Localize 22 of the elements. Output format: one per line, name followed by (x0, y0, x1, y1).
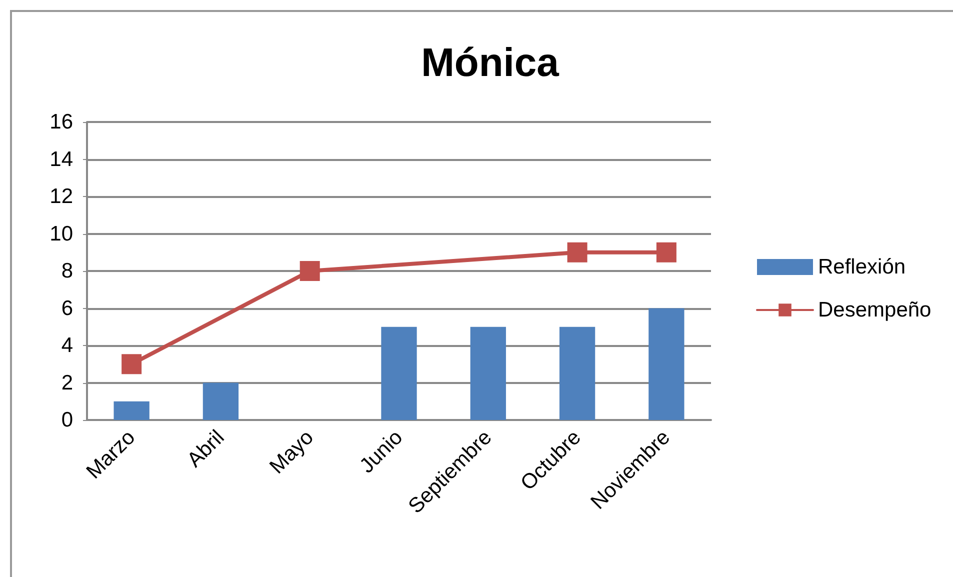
point (122, 354, 142, 374)
bar (470, 326, 506, 420)
y-tick-label: 16 (50, 110, 73, 134)
bar (202, 382, 239, 420)
y-tick-label: 8 (61, 260, 73, 282)
point (300, 261, 320, 281)
point (567, 242, 588, 262)
y-tick-label: 14 (50, 148, 74, 171)
bar (381, 326, 417, 420)
y-tick-label: 4 (61, 334, 74, 357)
y-tick-label: 2 (61, 371, 73, 394)
chart-title: Mónica (421, 41, 560, 85)
y-tick-label: 0 (61, 408, 73, 432)
bar (114, 401, 150, 420)
bar (648, 308, 684, 420)
legend-label: Desempeño (818, 298, 932, 322)
y-tick-label: 12 (50, 185, 73, 208)
y-tick-label: 10 (50, 222, 73, 246)
y-tick-label: 6 (61, 296, 73, 320)
legend-label: Reflexión (818, 256, 906, 278)
bar (559, 326, 596, 420)
point (656, 242, 676, 262)
